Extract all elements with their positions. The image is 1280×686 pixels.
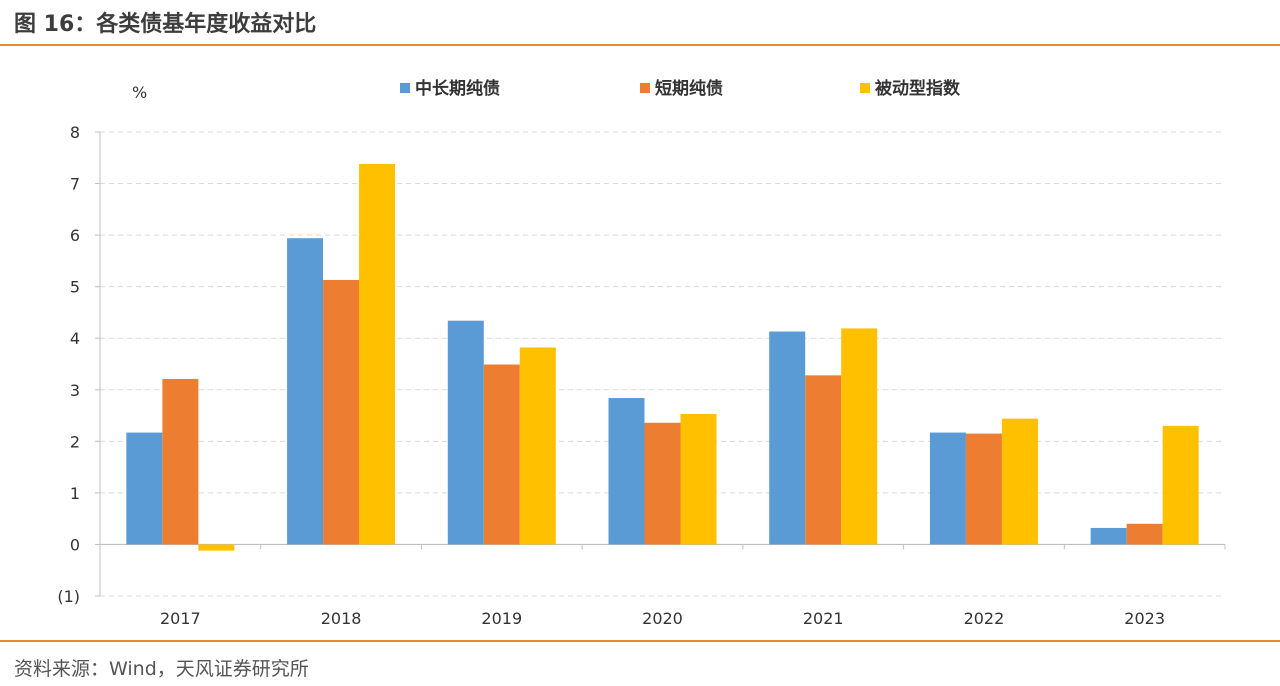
x-tick-label: 2018 [321, 609, 362, 628]
bar-3 [198, 544, 235, 551]
legend-label: 中长期纯债 [415, 78, 500, 99]
bar-2 [483, 364, 520, 545]
bar-3 [519, 347, 556, 545]
bar-1 [126, 432, 163, 545]
bar-1 [1090, 527, 1127, 545]
bar-2 [965, 433, 1002, 545]
bar-2 [1126, 523, 1163, 545]
y-tick-label: (1) [57, 587, 80, 606]
x-tick-label: 2019 [481, 609, 522, 628]
x-tick-label: 2023 [1124, 609, 1165, 628]
y-tick-label: 6 [70, 226, 80, 245]
y-tick-label: 5 [70, 278, 80, 297]
bar-2 [644, 422, 681, 545]
x-tick-label: 2017 [160, 609, 201, 628]
bar-1 [608, 398, 645, 545]
x-tick-label: 2022 [964, 609, 1005, 628]
legend: 中长期纯债 短期纯债 被动型指数 [400, 78, 961, 99]
source-note: 资料来源：Wind，天风证券研究所 [14, 658, 309, 680]
bar-1 [929, 432, 966, 545]
y-tick-label: 7 [70, 175, 80, 194]
bar-3 [680, 414, 717, 545]
bar-2 [805, 375, 842, 545]
x-tick-label: 2021 [803, 609, 844, 628]
y-tick-label: 2 [70, 432, 80, 451]
y-tick-label: 1 [70, 484, 80, 503]
title-rule [0, 44, 1280, 46]
y-tick-label: 3 [70, 381, 80, 400]
legend-label: 短期纯债 [655, 78, 723, 99]
legend-label: 被动型指数 [875, 78, 961, 99]
bar-1 [287, 238, 324, 545]
bar-1 [447, 320, 484, 545]
legend-swatch [860, 83, 870, 93]
bars [126, 163, 1199, 551]
bar-3 [841, 328, 878, 545]
x-tick-label: 2020 [642, 609, 683, 628]
bar-3 [1001, 418, 1038, 545]
legend-swatch [640, 83, 650, 93]
bar-1 [769, 331, 806, 545]
y-tick-label: 8 [70, 123, 80, 142]
bar-3 [359, 163, 396, 545]
y-tick-label: 0 [70, 535, 80, 554]
bar-2 [162, 378, 199, 545]
bar-chart: 8 7 6 5 4 3 2 1 0 (1) 2017 2018 2019 2020 2021 2022 2023… [57, 78, 1226, 628]
source-rule [0, 640, 1280, 642]
legend-swatch [400, 83, 410, 93]
y-tick-label: 4 [70, 329, 80, 348]
y-unit-label: % [132, 83, 147, 102]
bar-3 [1162, 425, 1199, 545]
bar-2 [323, 279, 360, 545]
figure-title: 图 16：各类债基年度收益对比 [14, 12, 317, 37]
tick-labels: 8 7 6 5 4 3 2 1 0 (1) 2017 2018 2019 2020 2021 2022 2023 [57, 123, 1165, 628]
